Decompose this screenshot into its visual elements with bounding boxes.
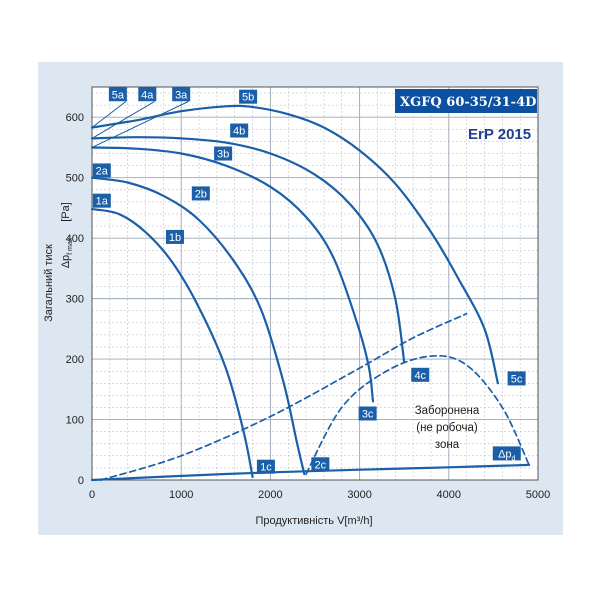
x-tick-label: 5000 (526, 489, 550, 501)
curve-label: 1c (260, 462, 272, 474)
x-tick-label: 3000 (347, 489, 371, 501)
curve-label-box (239, 89, 258, 104)
series-line--p-d (90, 463, 531, 482)
curve-label: 3c (362, 408, 374, 420)
curve-label-box (507, 371, 526, 386)
x-axis-ticks: 0 1000 2000 3000 4000 5000 (89, 489, 550, 501)
leader-line (91, 101, 127, 128)
x-tick-label: 2000 (258, 489, 282, 501)
y-axis-ticks: 0 100 200 300 400 500 600 (66, 112, 84, 487)
curve-label: 2b (195, 188, 207, 200)
annotation-forbidden-zone: Заборонена (не робоча) зона (415, 405, 480, 451)
annotation-line-3: зона (435, 439, 460, 451)
y-axis-delta-group: Δpf max (60, 237, 74, 268)
curve-label: 2c (315, 459, 327, 471)
curve-label-box (311, 457, 330, 472)
y-axis-delta: Δpf max (60, 237, 74, 268)
curve-label-box (411, 367, 430, 382)
annotation-line-2: (не робоча) (416, 422, 478, 434)
y-axis-title-main: Загальний тиск (43, 244, 55, 322)
model-title-bg (395, 89, 537, 113)
curve-label: 5c (511, 373, 523, 385)
annotation-line-1: Заборонена (415, 405, 480, 417)
y-tick-label: 0 (78, 475, 84, 487)
y-tick-label: 400 (66, 233, 84, 245)
series-layer (90, 104, 531, 482)
curve-label-box (358, 406, 377, 421)
series-line-3 (90, 146, 375, 403)
y-axis-unit-group: [Pa] (60, 202, 72, 222)
y-tick-label: 100 (66, 415, 84, 427)
model-title: XGFQ 60-35/31-4D (400, 95, 536, 110)
y-axis-delta-main: Δp (60, 255, 72, 268)
curve-label: 4a (141, 89, 154, 101)
curve-label-box (165, 229, 184, 244)
curve-label-box (191, 186, 210, 201)
x-tick-label: 1000 (169, 489, 193, 501)
curve-label-box (138, 87, 157, 102)
plot-frame (91, 86, 539, 481)
curve-label: 3a (175, 89, 188, 101)
curve-label-box (172, 87, 191, 102)
leader-lines (91, 101, 189, 148)
curve-label: 5a (112, 89, 125, 101)
y-axis-unit: [Pa] (60, 202, 72, 222)
plot-area (92, 87, 538, 480)
grid-minor (92, 87, 538, 480)
curve-label: 1a (96, 196, 109, 208)
curve-label-box (214, 146, 233, 161)
curve-label: 4c (414, 370, 426, 382)
x-tick-label: 4000 (437, 489, 461, 501)
y-tick-label: 300 (66, 294, 84, 306)
curve-label-box (108, 87, 127, 102)
y-tick-label: 500 (66, 173, 84, 185)
grid-major (91, 86, 539, 481)
curve-label: 4b (233, 126, 245, 138)
curve-label-box (92, 163, 111, 178)
curve-label: Δpd (498, 448, 515, 462)
series-line-forbidden-zone-boundary (305, 354, 530, 475)
curve-label-box (92, 193, 111, 208)
curve-labels: 5a 4a 3a 5b 4b 3b 2a 2b 1a 1b 4c 5c 3c 1c 2c Δpd (92, 87, 526, 474)
series-line-2 (90, 176, 306, 476)
y-tick-label: 600 (66, 112, 84, 124)
series-line-system-resistance (100, 312, 468, 481)
curve-label-box (230, 123, 249, 138)
curve-label: 2a (96, 165, 109, 177)
x-axis-title: Продуктивність V[m³/h] (255, 515, 372, 527)
curve-label: 5b (242, 92, 254, 104)
curve-label: 3b (217, 149, 229, 161)
y-tick-label: 200 (66, 354, 84, 366)
curve-label-sub: d (512, 455, 516, 462)
model-subtitle: ErP 2015 (468, 126, 531, 143)
leader-line (91, 101, 189, 148)
curve-label-box (492, 446, 521, 461)
series-line-5 (90, 104, 499, 385)
leader-line (91, 101, 155, 139)
curve-label: 1b (169, 232, 181, 244)
y-axis-title: Загальний тиск (43, 244, 55, 322)
x-tick-label: 0 (89, 489, 95, 501)
y-axis-delta-sub: f max (67, 237, 74, 255)
series-line-4 (90, 136, 406, 364)
curve-label-box (256, 459, 275, 474)
model-title-block: XGFQ 60-35/31-4D ErP 2015 (395, 89, 537, 143)
series-line-1 (90, 208, 254, 479)
